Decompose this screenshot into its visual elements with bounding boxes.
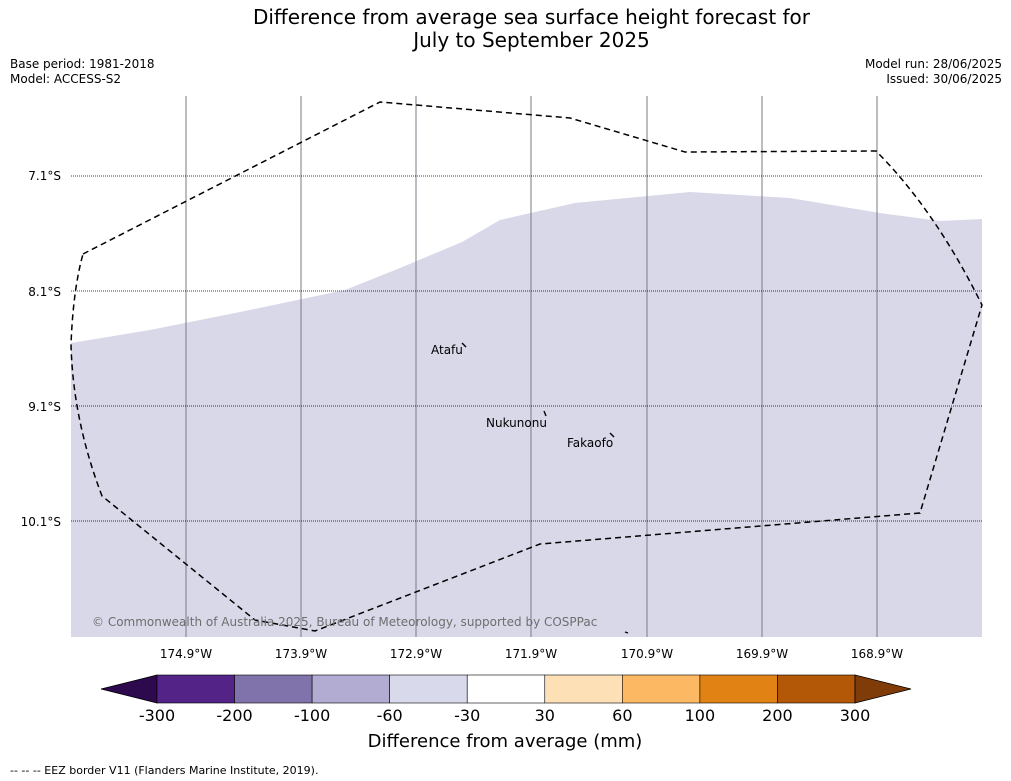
colorbar-tick-label: 200 <box>762 706 793 725</box>
colorbar-extend-low <box>100 674 158 704</box>
eez-legend-note: -- -- -- EEZ border V11 (Flanders Marine… <box>10 764 319 777</box>
colorbar-extend-high <box>854 674 912 704</box>
lon-label-170-9: 170.9°W <box>621 647 673 661</box>
colorbar-tick-label: 100 <box>685 706 716 725</box>
colorbar-segment <box>699 674 778 704</box>
colorbar-tick-label: 300 <box>840 706 871 725</box>
colorbar-tick-label: -200 <box>216 706 252 725</box>
lon-label-168-9: 168.9°W <box>851 647 903 661</box>
fakaofo-island <box>609 432 615 438</box>
nukunonu-island <box>543 410 547 417</box>
issued-date: Issued: 30/06/2025 <box>886 72 1002 86</box>
colorbar-tick-label: -100 <box>294 706 330 725</box>
lat-label-7-1: 7.1°S <box>28 169 61 183</box>
colorbar-segment <box>156 674 235 704</box>
colorbar-segment <box>234 674 313 704</box>
colorbar-segment <box>311 674 390 704</box>
lat-label-9-1: 9.1°S <box>28 400 61 414</box>
base-period: Base period: 1981-2018 <box>10 57 155 71</box>
eez-border <box>70 101 983 632</box>
title-line-2: July to September 2025 <box>413 28 650 52</box>
place-label-fakaofo: Fakaofo <box>567 436 613 450</box>
chart-title: Difference from average sea surface heig… <box>0 6 1011 52</box>
colorbar-segment <box>466 674 546 704</box>
colorbar-segment <box>777 674 856 704</box>
anomaly-fill-area <box>71 192 982 637</box>
colorbar: -300 -200 -100 -60 -30 30 60 100 200 300 <box>100 674 912 725</box>
colorbar-tick-label: -300 <box>139 706 175 725</box>
place-label-nukunonu: Nukunonu <box>486 416 547 430</box>
lon-label-171-9: 171.9°W <box>505 647 557 661</box>
colorbar-tick-labels: -300 -200 -100 -60 -30 30 60 100 200 300 <box>139 706 870 725</box>
lat-label-8-1: 8.1°S <box>28 285 61 299</box>
model-name: Model: ACCESS-S2 <box>10 72 122 86</box>
place-label-atafu: Atafu <box>431 343 463 357</box>
copyright-notice: © Commonwealth of Australia 2025, Bureau… <box>92 615 597 629</box>
atafu-island <box>461 342 467 348</box>
colorbar-segment <box>544 674 623 704</box>
colorbar-tick-label: -30 <box>454 706 480 725</box>
meta-left: Base period: 1981-2018 Model: ACCESS-S2 <box>10 57 155 87</box>
swains-speck <box>624 631 629 634</box>
colorbar-segment <box>622 674 701 704</box>
colorbar-segments <box>100 674 912 704</box>
colorbar-title: Difference from average (mm) <box>368 731 643 752</box>
colorbar-tick-label: -60 <box>377 706 403 725</box>
title-line-1: Difference from average sea surface heig… <box>252 5 811 29</box>
lon-label-174-9: 174.9°W <box>160 647 212 661</box>
meta-right: Model run: 28/06/2025 Issued: 30/06/2025 <box>865 57 1002 87</box>
lat-label-10-1: 10.1°S <box>21 515 61 529</box>
lon-label-169-9: 169.9°W <box>736 647 788 661</box>
colorbar-tick-label: 60 <box>612 706 632 725</box>
colorbar-tick-label: 30 <box>535 706 555 725</box>
model-run: Model run: 28/06/2025 <box>864 57 1002 71</box>
lon-label-172-9: 172.9°W <box>390 647 442 661</box>
lon-label-173-9: 173.9°W <box>275 647 327 661</box>
colorbar-segment <box>389 674 468 704</box>
